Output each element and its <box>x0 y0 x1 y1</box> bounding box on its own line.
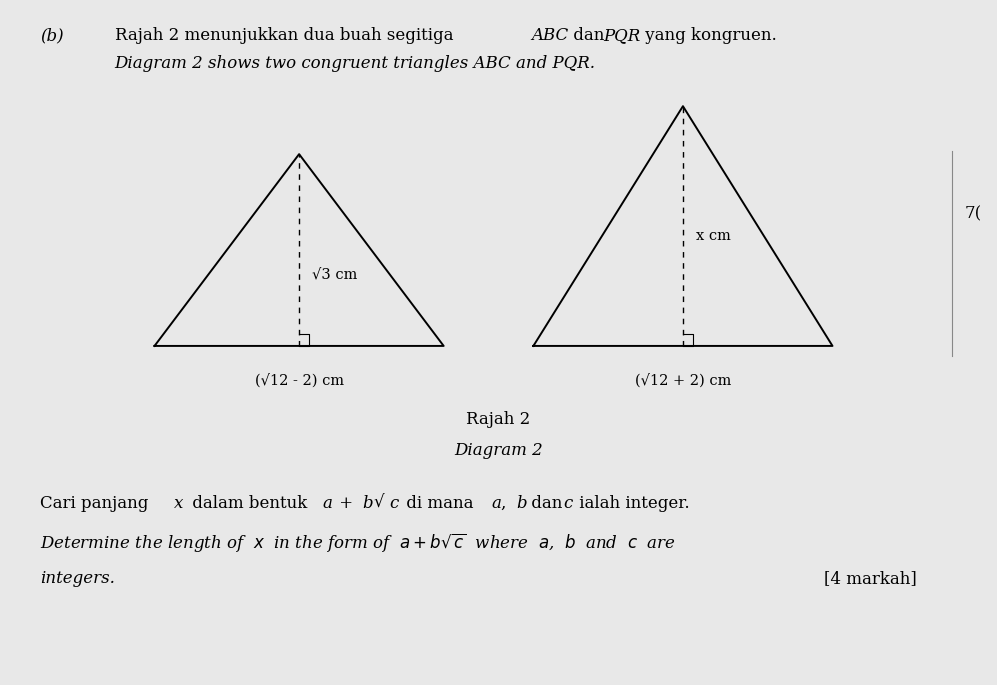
Text: a: a <box>492 495 501 512</box>
Text: yang kongruen.: yang kongruen. <box>640 27 777 45</box>
Text: x: x <box>173 495 182 512</box>
Text: [4 markah]: [4 markah] <box>825 570 917 587</box>
Text: dan: dan <box>526 495 568 512</box>
Text: ialah integer.: ialah integer. <box>574 495 690 512</box>
Text: b: b <box>516 495 527 512</box>
Text: Diagram 2 shows two congruent triangles ABC and PQR.: Diagram 2 shows two congruent triangles … <box>115 55 595 72</box>
Text: √3 cm: √3 cm <box>312 267 358 281</box>
Text: dan: dan <box>568 27 610 45</box>
Text: ,: , <box>501 495 512 512</box>
Text: b: b <box>362 495 373 512</box>
Text: di mana: di mana <box>401 495 479 512</box>
Text: Rajah 2 menunjukkan dua buah segitiga: Rajah 2 menunjukkan dua buah segitiga <box>115 27 459 45</box>
Text: +: + <box>334 495 358 512</box>
Text: dalam bentuk: dalam bentuk <box>187 495 313 512</box>
Text: c: c <box>389 495 398 512</box>
Text: a: a <box>322 495 332 512</box>
Text: Cari panjang: Cari panjang <box>40 495 154 512</box>
Text: c: c <box>563 495 572 512</box>
Text: ABC: ABC <box>531 27 568 45</box>
Text: Rajah 2: Rajah 2 <box>467 411 530 428</box>
Text: Diagram 2: Diagram 2 <box>454 442 543 459</box>
Text: √: √ <box>374 495 385 512</box>
Text: (√12 - 2) cm: (√12 - 2) cm <box>254 373 344 388</box>
Text: x cm: x cm <box>696 229 731 243</box>
Text: PQR: PQR <box>603 27 640 45</box>
Text: 7(: 7( <box>965 206 982 223</box>
Text: (b): (b) <box>40 27 64 45</box>
Text: integers.: integers. <box>40 570 115 587</box>
Text: (√12 + 2) cm: (√12 + 2) cm <box>635 373 731 388</box>
Text: Determine the length of  $x$  in the form of  $a+b\sqrt{c}$  where  $a$,  $b$  a: Determine the length of $x$ in the form … <box>40 531 676 554</box>
